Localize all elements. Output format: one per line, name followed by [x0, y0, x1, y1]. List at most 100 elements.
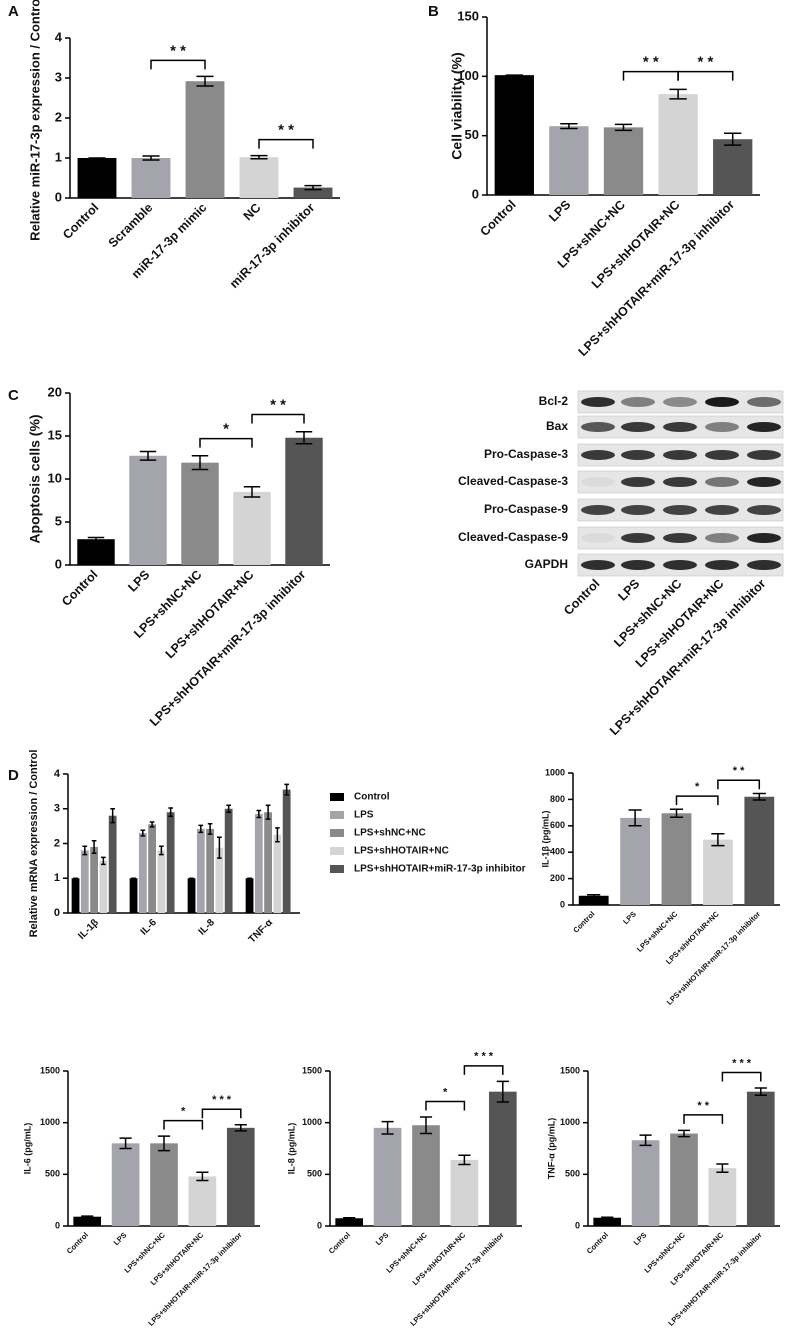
- error-bar: [157, 1135, 171, 1152]
- blot-band: [747, 397, 781, 407]
- error-bar: [669, 88, 687, 100]
- error-bar: [304, 184, 322, 191]
- significance-label: * * *: [212, 1094, 232, 1106]
- y-tick-label: 500: [45, 1169, 60, 1179]
- panel-label: B: [428, 3, 439, 20]
- blot-row-label: Pro-Caspase-3: [484, 447, 568, 461]
- panel-label: C: [8, 387, 19, 404]
- significance-bracket: [163, 1119, 204, 1130]
- x-tick-label: Control: [59, 568, 100, 609]
- blot-band: [747, 560, 781, 570]
- y-tick-label: 1000: [302, 1117, 322, 1127]
- bar: [206, 828, 214, 913]
- error-bar: [256, 809, 262, 819]
- significance-bracket: [150, 59, 206, 70]
- y-tick-label: 100: [457, 68, 479, 83]
- bar: [181, 462, 219, 565]
- blot-band: [663, 397, 697, 407]
- blot-band: [747, 450, 781, 460]
- legend-swatch: [330, 811, 344, 819]
- blot-band: [705, 560, 739, 570]
- bar: [264, 812, 272, 913]
- bar: [129, 878, 138, 913]
- x-tick-label: LPS: [621, 909, 638, 926]
- y-tick-label: 4: [54, 768, 61, 780]
- legend-swatch: [330, 847, 344, 855]
- error-bar: [496, 1080, 509, 1103]
- significance-label: * *: [643, 54, 659, 71]
- significance-label: * *: [270, 396, 286, 413]
- bar: [631, 1140, 660, 1226]
- bar: [373, 1127, 402, 1226]
- blot-band: [621, 422, 655, 432]
- error-bar: [265, 804, 271, 820]
- x-tick-label: LPS: [125, 568, 152, 595]
- significance-label: * *: [170, 42, 186, 59]
- error-bar: [275, 827, 280, 843]
- significance-bracket: [463, 1065, 504, 1075]
- error-bar: [140, 829, 146, 837]
- bar: [157, 850, 166, 913]
- x-tick-label: LPS+shHOTAIR+NC: [163, 568, 257, 662]
- error-bar: [87, 536, 105, 542]
- x-tick-label: Control: [571, 909, 596, 934]
- y-tick-label: 2: [55, 109, 62, 124]
- y-axis-label: IL-8 (pg/mL): [286, 1123, 296, 1175]
- significance-label: * * *: [732, 1057, 752, 1069]
- bar: [549, 126, 589, 195]
- bar: [71, 878, 80, 913]
- y-tick-label: 1: [54, 872, 60, 884]
- blot-band: [621, 560, 655, 570]
- error-bar: [250, 154, 268, 160]
- y-tick-label: 1500: [40, 1065, 60, 1075]
- bar: [494, 75, 534, 195]
- significance-label: * *: [697, 54, 713, 71]
- y-tick-label: 1500: [560, 1065, 580, 1075]
- blot-band: [621, 450, 655, 460]
- bar: [335, 1218, 364, 1226]
- error-bar: [677, 1129, 691, 1138]
- bar: [138, 833, 147, 913]
- blot-band: [663, 450, 697, 460]
- blot-band: [705, 397, 739, 407]
- bar: [108, 815, 117, 913]
- error-bar: [142, 155, 160, 161]
- y-tick-label: 500: [307, 1169, 322, 1179]
- error-bar: [724, 132, 742, 146]
- x-tick-label: Scramble: [106, 201, 156, 251]
- significance-label: *: [181, 1106, 186, 1118]
- significance-bracket: [425, 1100, 466, 1111]
- x-tick-label: Control: [585, 1230, 610, 1255]
- y-axis-label: Cell viability (%): [449, 52, 465, 159]
- y-tick-label: 2: [54, 837, 60, 849]
- y-axis-label: Relative mRNA expression / Control: [28, 750, 40, 938]
- error-bar: [149, 821, 155, 828]
- bar: [708, 1168, 737, 1226]
- significance-label: *: [695, 781, 700, 793]
- bar: [603, 127, 644, 195]
- blot-band: [663, 422, 697, 432]
- error-bar: [381, 1120, 394, 1135]
- y-tick-label: 1: [55, 149, 62, 164]
- blot-band: [581, 422, 615, 432]
- bar: [412, 1125, 440, 1226]
- x-tick-label: Control: [60, 201, 101, 242]
- bar: [187, 878, 196, 913]
- y-tick-label: 150: [457, 8, 479, 23]
- blot-band: [705, 505, 739, 515]
- blot-band: [621, 533, 655, 543]
- bar: [744, 796, 775, 905]
- blot-lane-label: Control: [561, 577, 602, 618]
- y-tick-label: 200: [550, 873, 565, 883]
- error-bar: [159, 845, 164, 856]
- bar: [450, 1159, 479, 1226]
- y-tick-label: 50: [465, 127, 479, 142]
- bar: [111, 1143, 140, 1226]
- error-bar: [752, 792, 766, 801]
- blot-band: [621, 397, 655, 407]
- legend-swatch: [330, 865, 344, 873]
- y-tick-label: 400: [550, 847, 565, 857]
- x-tick-label: Control: [65, 1230, 90, 1255]
- bar: [185, 81, 225, 198]
- error-bar: [716, 1163, 729, 1174]
